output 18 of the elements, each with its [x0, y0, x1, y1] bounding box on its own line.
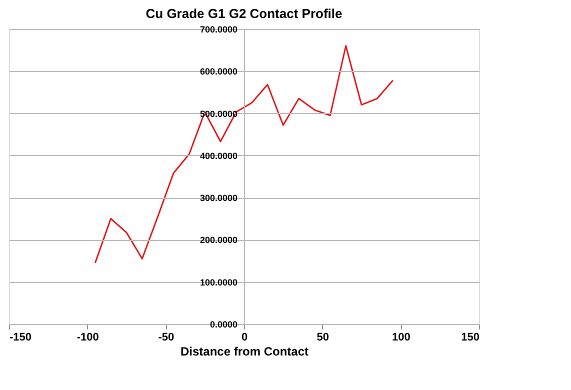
y-tick-label: 300.0000: [200, 193, 238, 204]
y-tick-label: 700.0000: [200, 24, 238, 34]
y-tick-label: 100.0000: [200, 277, 238, 288]
x-tick-label: 100: [392, 332, 410, 344]
x-tick-label: -50: [158, 332, 174, 344]
x-tick-label: 150: [461, 332, 480, 344]
x-tick-label: -100: [76, 332, 99, 344]
y-tick-label: 600.0000: [200, 66, 238, 77]
y-tick-label: 500.0000: [200, 108, 238, 119]
x-axis-title: Distance from Contact: [180, 344, 309, 358]
line-series: [94, 45, 394, 264]
x-tick-label: -150: [10, 332, 32, 344]
x-tick-label: 0: [241, 332, 248, 344]
y-tick-label: 0.0000: [210, 320, 238, 330]
y-tick-label: 400.0000: [200, 150, 238, 161]
y-tick-label: 200.0000: [200, 235, 238, 246]
chart-title: Cu Grade G1 G2 Contact Profile: [146, 6, 342, 21]
x-tick-label: 50: [316, 332, 329, 344]
